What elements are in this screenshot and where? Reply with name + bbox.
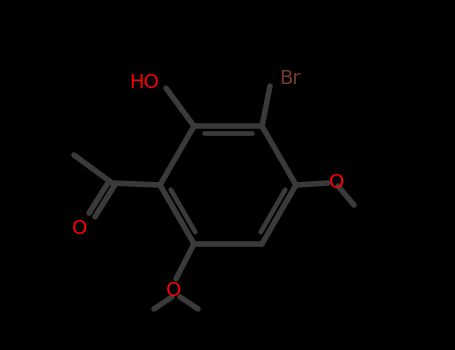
- Text: O: O: [167, 281, 182, 300]
- Text: HO: HO: [129, 72, 159, 92]
- Text: O: O: [329, 174, 345, 192]
- Text: Br: Br: [279, 69, 301, 88]
- Text: O: O: [72, 219, 88, 238]
